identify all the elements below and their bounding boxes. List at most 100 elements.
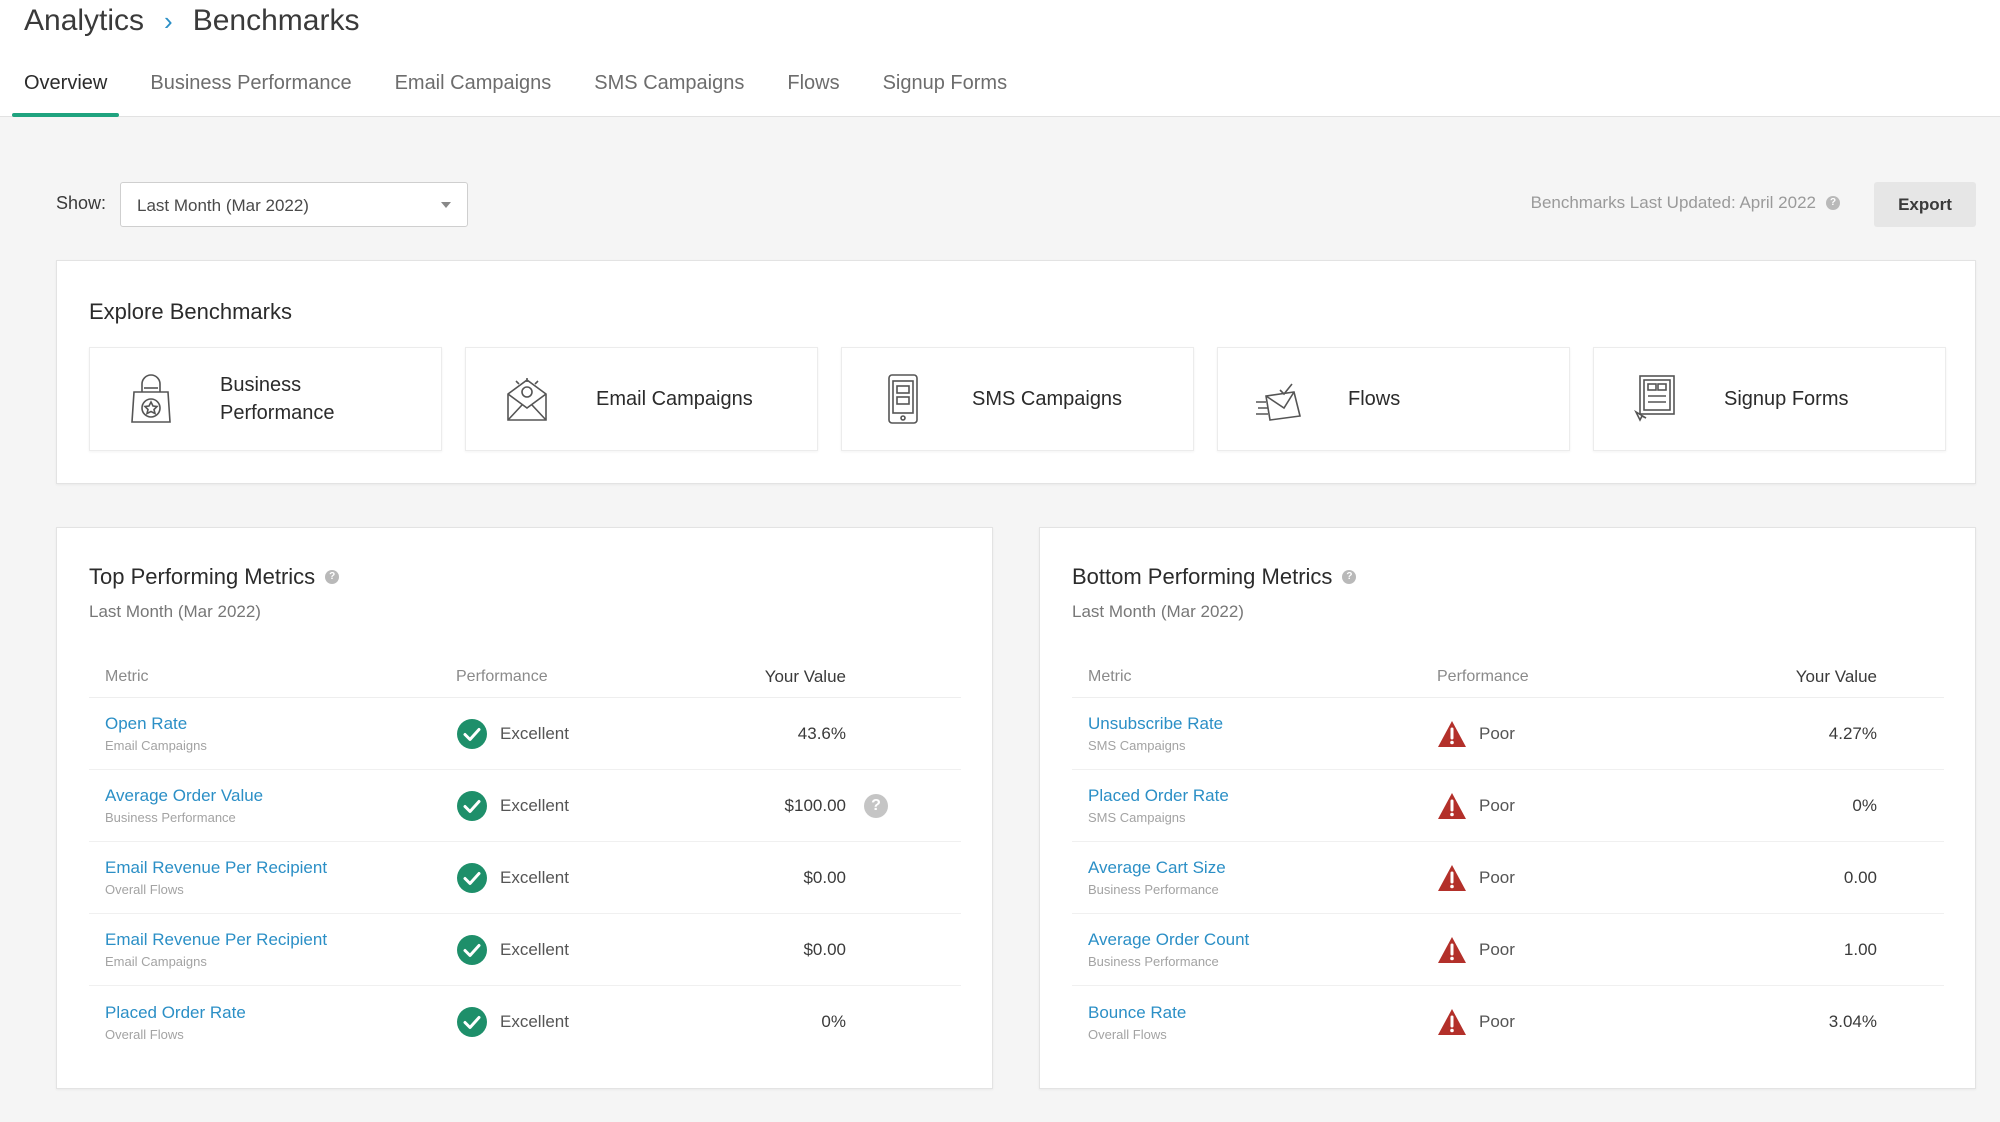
table-row: Unsubscribe Rate SMS Campaigns Poor 4.27%: [1072, 698, 1944, 770]
explore-title: Explore Benchmarks: [89, 299, 292, 324]
metric-category: Email Campaigns: [105, 738, 207, 753]
metric-category: SMS Campaigns: [1088, 738, 1186, 753]
top-metrics-table: Metric Performance Your Value Open Rate E…: [89, 656, 961, 1058]
top-metrics-subtitle: Last Month (Mar 2022): [89, 602, 261, 621]
benchmarks-updated: Benchmarks Last Updated: April 2022 ?: [1531, 193, 1840, 213]
table-row: Email Revenue Per Recipient Overall Flows…: [89, 842, 961, 914]
performance-label: Excellent: [500, 939, 569, 959]
tile-flows[interactable]: Flows: [1217, 347, 1570, 451]
col-value-header: Your Value: [1795, 666, 1877, 686]
performance-label: Poor: [1479, 939, 1515, 959]
tile-label: SMS Campaigns: [972, 388, 1123, 410]
question-icon[interactable]: ?: [864, 793, 888, 818]
metric-link[interactable]: Bounce Rate: [1088, 1002, 1187, 1022]
metric-link[interactable]: Average Cart Size: [1088, 858, 1226, 877]
metric-link[interactable]: Email Revenue Per Recipient: [105, 858, 328, 877]
explore-benchmarks-card: Explore Benchmarks Business Performance …: [56, 260, 1976, 484]
metric-category: Overall Flows: [1088, 1026, 1167, 1042]
help-icon[interactable]: ?: [1826, 196, 1840, 210]
tile-signup-forms[interactable]: Signup Forms: [1593, 347, 1946, 451]
performance-label: Poor: [1479, 723, 1515, 743]
tile-business-performance[interactable]: Business Performance: [89, 347, 442, 451]
chevron-right-icon: ›: [164, 5, 173, 36]
metric-link[interactable]: Placed Order Rate: [105, 1002, 246, 1022]
metric-value: 1.00: [1843, 939, 1877, 959]
col-performance-header: Performance: [456, 667, 548, 685]
email-icon: [507, 378, 547, 421]
metric-link[interactable]: Unsubscribe Rate: [1088, 714, 1224, 733]
metric-category: Overall Flows: [105, 882, 184, 897]
check-circle-icon: [457, 934, 487, 965]
check-circle-icon: [457, 862, 487, 893]
warning-icon: [1438, 864, 1466, 891]
table-row: Bounce Rate Overall Flows Poor 3.04%: [1072, 986, 1944, 1058]
breadcrumb-analytics[interactable]: Analytics: [24, 4, 145, 37]
bottom-metrics-title: Bottom Performing Metrics ?: [1072, 564, 1357, 590]
metric-link[interactable]: Average Order Count: [1088, 930, 1250, 949]
metric-link[interactable]: Open Rate: [105, 714, 188, 733]
caret-down-icon: [441, 202, 451, 208]
performance-label: Excellent: [500, 795, 569, 815]
breadcrumb: Analytics › Benchmarks: [24, 0, 359, 42]
table-row: Average Order Count Business Performance …: [1072, 914, 1944, 986]
tile-label: Signup Forms: [1724, 388, 1849, 410]
col-performance-header: Performance: [1437, 667, 1529, 685]
top-header: Analytics › Benchmarks Overview Business…: [0, 0, 2000, 117]
signup-form-icon: [1634, 375, 1675, 422]
metric-value: $0.00: [803, 939, 846, 959]
date-range-value: Last Month (Mar 2022): [137, 196, 309, 215]
show-label: Show:: [56, 193, 107, 213]
col-metric-header: Metric: [1088, 667, 1132, 685]
metric-link[interactable]: Placed Order Rate: [1088, 786, 1229, 805]
top-performing-card: Top Performing Metrics ? Last Month (Mar…: [56, 527, 993, 1089]
tab-sms-campaigns[interactable]: SMS Campaigns: [594, 72, 745, 94]
table-row: Average Order Value Business Performance …: [89, 770, 961, 842]
flows-icon: [1256, 383, 1301, 421]
warning-icon: [1438, 792, 1466, 819]
metric-link[interactable]: Email Revenue Per Recipient: [105, 930, 328, 949]
metric-value: $100.00: [784, 795, 846, 815]
table-header: Metric Performance Your Value: [89, 656, 961, 698]
tab-flows[interactable]: Flows: [787, 72, 840, 94]
metric-value: 4.27%: [1828, 723, 1877, 743]
bottom-metrics-title-text: Bottom Performing Metrics: [1072, 564, 1333, 589]
metric-category: Business Performance: [1088, 882, 1219, 897]
metric-link[interactable]: Average Order Value: [105, 786, 264, 805]
performance-label: Poor: [1479, 795, 1515, 815]
tab-business-performance[interactable]: Business Performance: [150, 72, 352, 94]
export-button[interactable]: Export: [1874, 182, 1976, 227]
table-row: Placed Order Rate Overall Flows Excellent…: [89, 986, 961, 1058]
date-range-select[interactable]: Last Month (Mar 2022): [120, 182, 468, 227]
tab-overview[interactable]: Overview: [12, 62, 120, 117]
warning-icon: [1438, 936, 1466, 963]
metric-value: 0%: [821, 1012, 846, 1031]
metric-value: 0.00: [1843, 867, 1877, 887]
help-icon[interactable]: ?: [1342, 570, 1357, 584]
tab-signup-forms[interactable]: Signup Forms: [882, 72, 1008, 94]
table-row: Placed Order Rate SMS Campaigns Poor 0%: [1072, 770, 1944, 842]
check-circle-icon: [457, 1007, 487, 1037]
warning-icon: [1438, 720, 1466, 747]
top-metrics-title: Top Performing Metrics ?: [89, 564, 340, 590]
table-row: Average Cart Size Business Performance Po…: [1072, 842, 1944, 914]
check-circle-icon: [457, 718, 487, 749]
phone-icon: [888, 374, 918, 424]
metric-category: Business Performance: [1088, 954, 1219, 969]
performance-label: Excellent: [500, 723, 569, 743]
metric-value: $0.00: [803, 867, 846, 887]
tile-email-campaigns[interactable]: Email Campaigns: [465, 347, 818, 451]
metric-category: Email Campaigns: [105, 954, 207, 969]
warning-icon: [1438, 1009, 1466, 1035]
explore-tiles: Business Performance Email Campaigns SMS…: [89, 347, 1946, 451]
tab-email-campaigns[interactable]: Email Campaigns: [394, 72, 552, 94]
table-row: Email Revenue Per Recipient Email Campaig…: [89, 914, 961, 986]
table-header: Metric Performance Your Value: [1072, 656, 1944, 698]
metric-category: SMS Campaigns: [1088, 810, 1186, 825]
col-metric-header: Metric: [105, 667, 149, 685]
tile-label: Business Performance: [220, 374, 335, 424]
bottom-metrics-subtitle: Last Month (Mar 2022): [1072, 602, 1244, 621]
performance-label: Poor: [1479, 1012, 1515, 1031]
performance-label: Excellent: [500, 867, 569, 887]
tile-sms-campaigns[interactable]: SMS Campaigns: [841, 347, 1194, 451]
help-icon[interactable]: ?: [325, 570, 340, 584]
